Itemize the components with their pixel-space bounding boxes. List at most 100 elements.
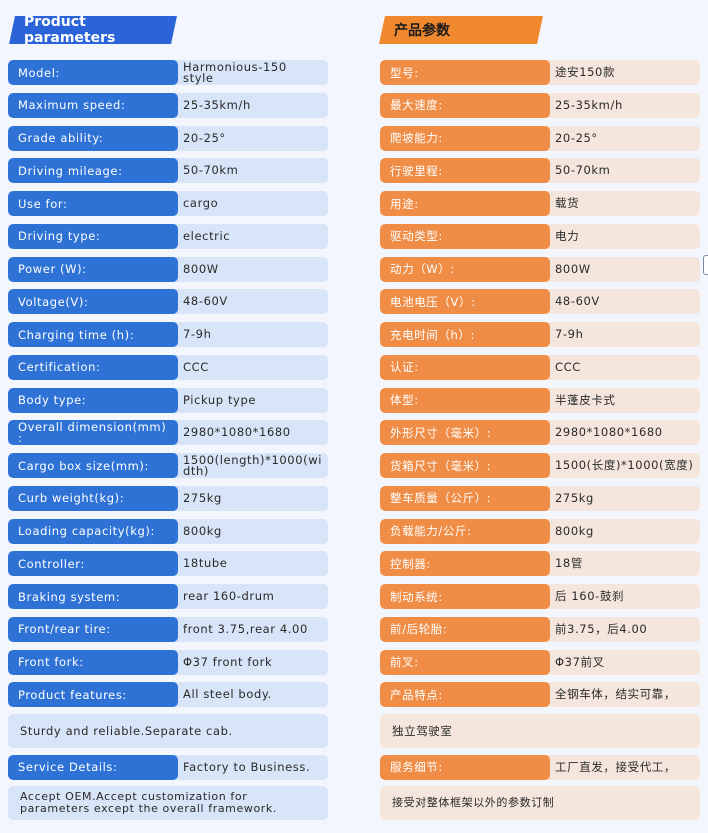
parameter-row: Product features: All steel body. (8, 682, 328, 708)
parameter-row: 型号: 途安150款 (380, 60, 700, 85)
chinese-title-banner: 产品参数 (379, 16, 543, 44)
parameter-label: Product features: (8, 682, 178, 708)
parameter-label: Loading capacity(kg): (8, 518, 178, 544)
parameter-row: Overall dimension(mm) : 2980*1080*1680 (8, 420, 328, 446)
parameter-value: Harmonious-150 style (183, 60, 287, 85)
parameter-row: Loading capacity(kg): 800kg (8, 518, 328, 544)
parameter-value: 800kg (183, 523, 222, 538)
parameter-row: Use for: cargo (8, 191, 328, 216)
parameter-row: Certification: CCC (8, 354, 328, 380)
parameter-value: Φ37前叉 (555, 654, 605, 669)
parameter-row: Controller: 18tube (8, 551, 328, 577)
parameter-value: 后 160-鼓刹 (555, 589, 625, 603)
chinese-title: 产品参数 (394, 23, 450, 39)
parameter-value: 20-25° (555, 130, 598, 145)
parameter-value: 7-9h (555, 327, 584, 341)
parameter-label: Power (W): (8, 256, 178, 282)
parameter-value: 25-35km/h (555, 97, 623, 112)
parameter-value: 前3.75，后4.00 (555, 621, 648, 636)
parameter-label: Controller: (8, 551, 178, 577)
parameter-value: 50-70km (555, 163, 611, 178)
service-details-row: 服务细节: 工厂直发，接受代工， (380, 754, 700, 780)
parameter-row: Driving type: electric (8, 223, 328, 249)
parameter-row: Model: Harmonious-150 style (8, 60, 328, 85)
parameter-row: 体型: 半蓬皮卡式 (380, 387, 700, 413)
parameter-value: 1500(长度)*1000(宽度) (555, 458, 694, 472)
parameter-value: 800W (183, 261, 219, 276)
parameter-row: 前/后轮胎: 前3.75，后4.00 (380, 616, 700, 642)
parameter-row: 外形尺寸（毫米）: 2980*1080*1680 (380, 420, 700, 446)
features-continuation-text: 独立驾驶室 (392, 723, 453, 738)
parameter-row: Curb weight(kg): 275kg (8, 485, 328, 511)
parameter-row: Front/rear tire: front 3.75,rear 4.00 (8, 616, 328, 642)
parameter-label: Model: (8, 60, 178, 85)
parameter-value: 50-70km (183, 163, 239, 178)
parameter-label: Charging time (h): (8, 322, 178, 347)
parameter-row: Grade ability: 20-25° (8, 125, 328, 151)
parameter-label: 爬坡能力: (380, 125, 550, 151)
parameter-row: Maximum speed: 25-35km/h (8, 92, 328, 118)
parameter-row: Cargo box size(mm): 1500(length)*1000(wi … (8, 453, 328, 478)
parameter-value: front 3.75,rear 4.00 (183, 621, 308, 636)
parameter-row: 驱动类型: 电力 (380, 223, 700, 249)
parameter-label: Front fork: (8, 649, 178, 675)
service-continuation: Accept OEM.Accept customization for para… (8, 785, 328, 820)
parameter-row: Driving mileage: 50-70km (8, 158, 328, 184)
parameter-value: 2980*1080*1680 (183, 425, 291, 440)
parameter-value: 电力 (555, 228, 580, 243)
parameter-label: 行驶里程: (380, 158, 550, 184)
parameter-row: 产品特点: 全钢车体，结实可靠， (380, 682, 700, 708)
features-continuation: Sturdy and reliable.Separate cab. (8, 714, 328, 748)
parameter-label: 充电时间（h）: (380, 322, 550, 347)
service-details-row: Service Details: Factory to Business. (8, 754, 328, 780)
parameter-label: 最大速度: (380, 92, 550, 118)
parameter-label: Driving type: (8, 223, 178, 249)
english-title: Product parameters (24, 14, 116, 46)
parameter-row: 整车质量（公斤）: 275kg (380, 485, 700, 511)
service-continuation-text: 接受对整体框架以外的参数订制 (392, 795, 555, 809)
parameter-value: CCC (183, 359, 209, 374)
parameter-value: 48-60V (555, 294, 600, 309)
parameter-label: Voltage(V): (8, 289, 178, 315)
parameter-row: 电池电压（V）: 48-60V (380, 289, 700, 315)
parameter-row: Braking system: rear 160-drum (8, 584, 328, 609)
parameter-label: Cargo box size(mm): (8, 453, 178, 478)
parameter-label: 外形尺寸（毫米）: (380, 420, 550, 446)
parameter-label: 用途: (380, 191, 550, 216)
parameter-row: Front fork: Φ37 front fork (8, 649, 328, 675)
parameter-value: 18管 (555, 556, 583, 571)
parameter-label: 前/后轮胎: (380, 616, 550, 642)
service-continuation-text: Accept OEM.Accept customization for para… (20, 789, 277, 815)
parameter-value: 20-25° (183, 130, 226, 145)
parameter-label: Front/rear tire: (8, 616, 178, 642)
parameter-row: 货箱尺寸（毫米）: 1500(长度)*1000(宽度) (380, 453, 700, 478)
parameter-label: Curb weight(kg): (8, 485, 178, 511)
parameter-row: 动力（W）: 800W (380, 256, 700, 282)
parameter-label: 整车质量（公斤）: (380, 485, 550, 511)
features-continuation-text: Sturdy and reliable.Separate cab. (20, 723, 233, 738)
parameter-label: 前叉: (380, 649, 550, 675)
service-details-value: 工厂直发，接受代工， (555, 759, 676, 774)
parameter-value: electric (183, 228, 231, 243)
parameter-label: 负载能力/公斤: (380, 518, 550, 544)
parameter-value: 途安150款 (555, 65, 616, 79)
parameter-label: Maximum speed: (8, 92, 178, 118)
parameter-row: 制动系统: 后 160-鼓刹 (380, 584, 700, 609)
parameter-value: Pickup type (183, 392, 257, 407)
side-tab-handle[interactable] (703, 255, 708, 275)
parameter-value: 48-60V (183, 294, 228, 309)
parameter-row: 爬坡能力: 20-25° (380, 125, 700, 151)
parameter-value: 载货 (555, 196, 580, 210)
parameter-value: cargo (183, 196, 219, 210)
parameter-value: CCC (555, 359, 581, 374)
parameter-row: 行驶里程: 50-70km (380, 158, 700, 184)
parameter-value: 275kg (183, 490, 222, 505)
parameter-label: Braking system: (8, 584, 178, 609)
parameter-value: All steel body. (183, 687, 272, 702)
parameter-value: 半蓬皮卡式 (555, 392, 616, 407)
parameter-value: 800kg (555, 523, 594, 538)
service-details-label: 服务细节: (380, 754, 550, 780)
parameter-value: 25-35km/h (183, 97, 251, 112)
parameter-label: 动力（W）: (380, 256, 550, 282)
parameter-value: Φ37 front fork (183, 654, 273, 669)
